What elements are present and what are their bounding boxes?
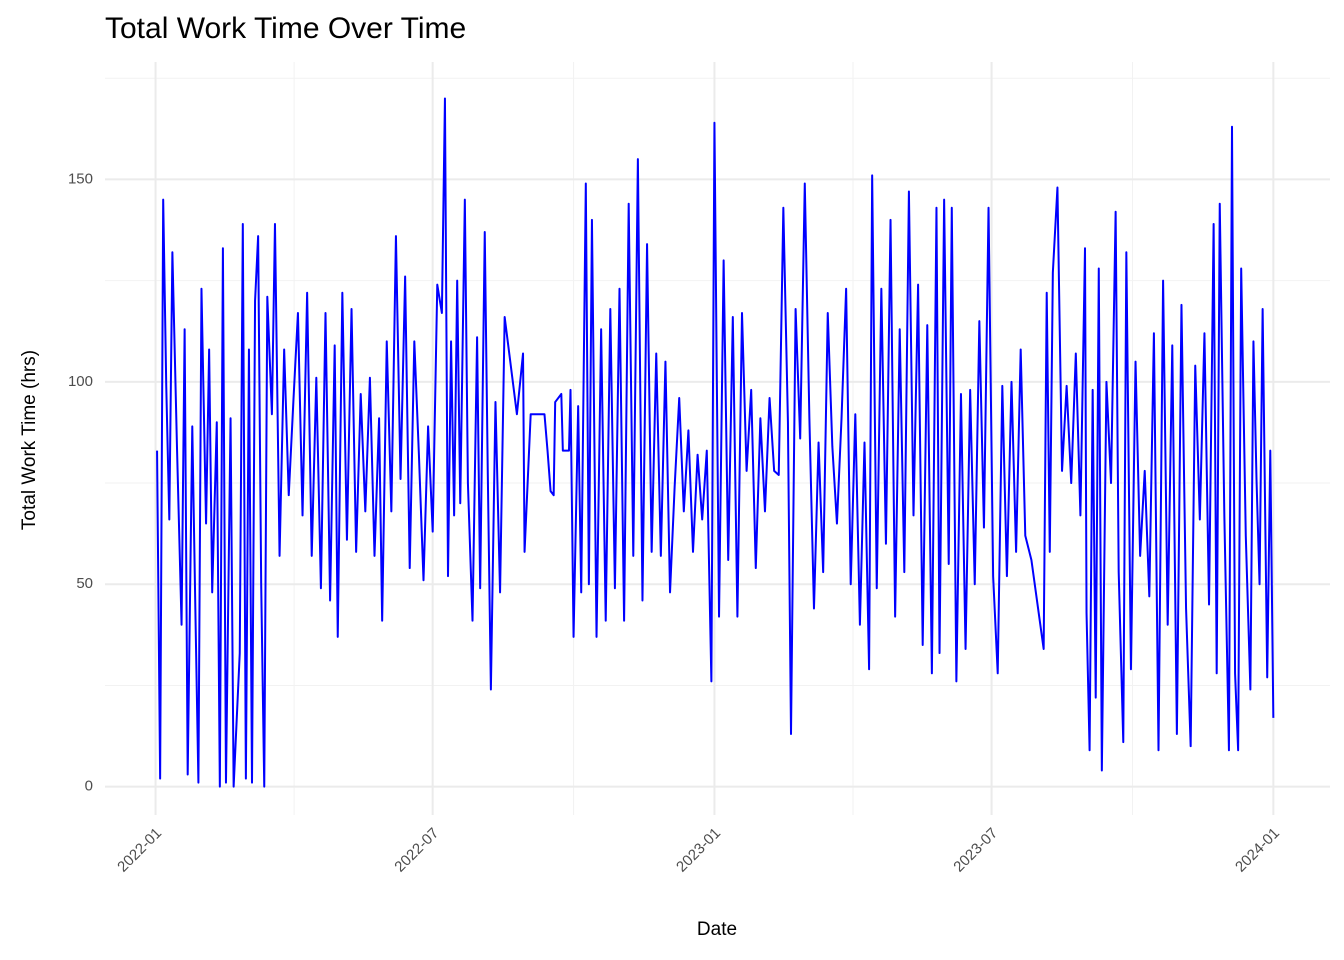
y-axis-title: Total Work Time (hrs)	[19, 350, 40, 530]
x-tick-label: 2023-01	[673, 825, 724, 876]
y-tick-label: 100	[68, 373, 93, 390]
x-axis-title: Date	[697, 919, 737, 940]
y-tick-label: 50	[76, 575, 93, 592]
y-tick-label: 150	[68, 170, 93, 187]
x-tick-label: 2022-01	[114, 825, 165, 876]
y-tick-label: 0	[85, 778, 93, 795]
data-line	[156, 97, 1275, 788]
chart-title: Total Work Time Over Time	[105, 12, 466, 45]
x-tick-label: 2022-07	[391, 825, 442, 876]
x-tick-label: 2023-07	[950, 825, 1001, 876]
x-tick-label: 2024-01	[1232, 825, 1283, 876]
